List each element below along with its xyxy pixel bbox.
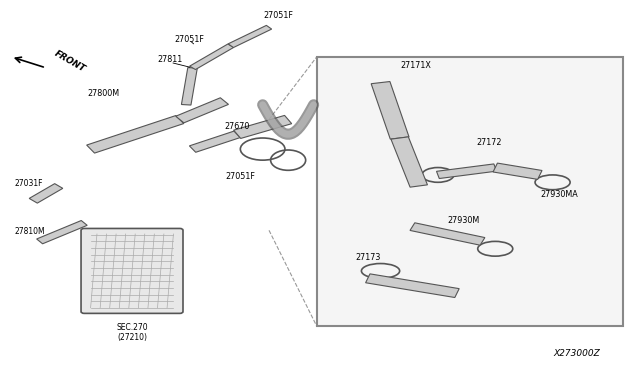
- Text: 27930M: 27930M: [447, 216, 479, 225]
- FancyArrow shape: [228, 25, 271, 48]
- Text: 27171X: 27171X: [400, 61, 431, 70]
- Text: FRONT: FRONT: [52, 49, 86, 74]
- FancyArrow shape: [410, 223, 485, 245]
- Text: 27031F: 27031F: [14, 179, 43, 188]
- Text: 27811: 27811: [157, 55, 183, 64]
- Text: 27051F: 27051F: [175, 35, 204, 44]
- FancyArrow shape: [493, 163, 542, 179]
- Text: 27051F: 27051F: [264, 11, 294, 20]
- Text: 27930MA: 27930MA: [540, 190, 578, 199]
- FancyArrow shape: [29, 184, 63, 203]
- Text: 27810M: 27810M: [14, 227, 45, 236]
- Text: SEC.270
(27210): SEC.270 (27210): [116, 323, 148, 342]
- FancyArrow shape: [391, 137, 428, 187]
- Text: 27173: 27173: [355, 253, 380, 262]
- FancyArrow shape: [189, 44, 234, 70]
- Text: 27800M: 27800M: [87, 89, 120, 97]
- FancyArrow shape: [176, 98, 228, 123]
- FancyArrow shape: [86, 116, 184, 153]
- Text: 27670: 27670: [225, 122, 250, 131]
- Text: 27172: 27172: [476, 138, 502, 147]
- FancyArrow shape: [436, 164, 497, 179]
- FancyArrow shape: [36, 221, 87, 244]
- FancyBboxPatch shape: [317, 57, 623, 326]
- FancyArrow shape: [234, 115, 292, 138]
- FancyArrow shape: [371, 81, 409, 139]
- Text: 27051F: 27051F: [225, 171, 255, 181]
- FancyArrow shape: [189, 131, 241, 152]
- FancyArrow shape: [181, 68, 197, 105]
- Text: X273000Z: X273000Z: [554, 349, 600, 358]
- FancyArrow shape: [365, 274, 459, 298]
- FancyBboxPatch shape: [81, 228, 183, 313]
